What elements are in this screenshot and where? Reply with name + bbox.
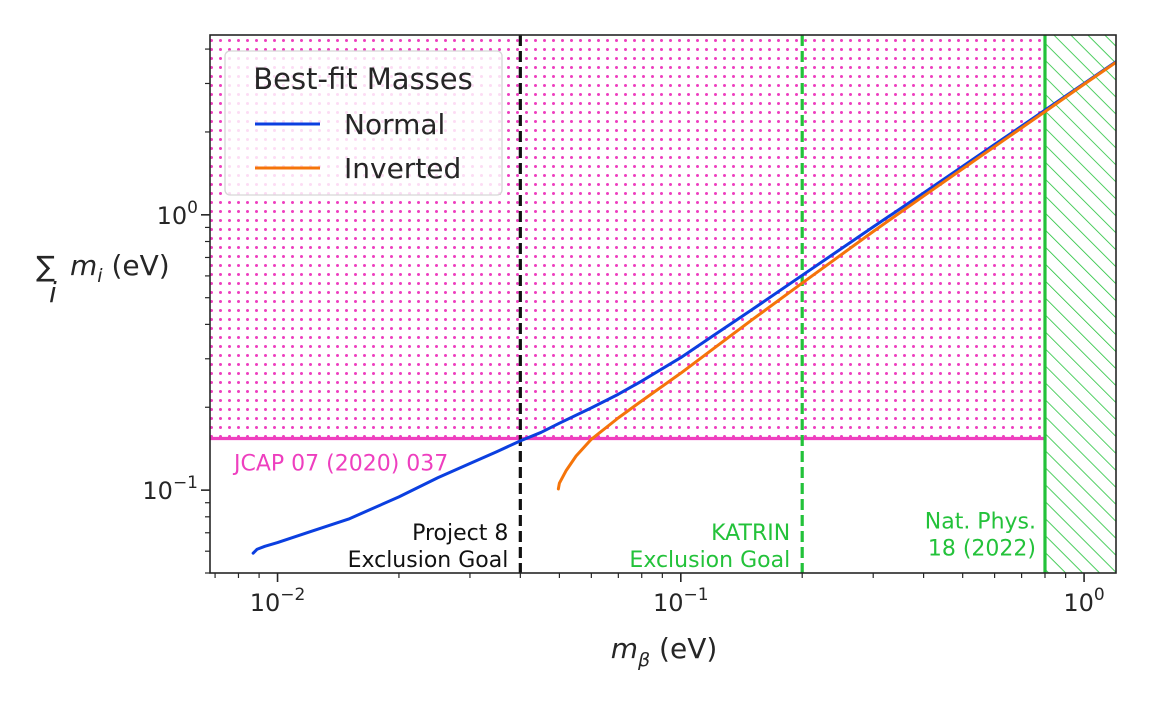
vline-label-line: Exclusion Goal bbox=[629, 548, 790, 573]
legend-box bbox=[224, 50, 503, 196]
vline-label-line: KATRIN bbox=[711, 521, 790, 546]
annotation-nat-phys-18-2022: Nat. Phys. 18 (2022) bbox=[925, 509, 1036, 561]
x-tick-base: 10 bbox=[250, 589, 281, 617]
series-lines bbox=[251, 60, 1116, 555]
y-label-sum: ∑ bbox=[36, 250, 55, 283]
y-tick-base: 10 bbox=[142, 477, 173, 505]
y-tick-base: 10 bbox=[157, 202, 188, 230]
annotation-line: JCAP 07 (2020) 037 bbox=[232, 451, 448, 476]
y-tick-label: 10−1 bbox=[142, 473, 198, 505]
region-nat-phys-18-2022 bbox=[1044, 35, 1116, 573]
x-tick-label: 10−1 bbox=[653, 585, 709, 617]
svg-text:mβ (eV): mβ (eV) bbox=[611, 632, 718, 671]
svg-text:mi (eV): mi (eV) bbox=[70, 249, 170, 287]
legend-label-inverted: Inverted bbox=[344, 152, 461, 185]
vline-label-line: Project 8 bbox=[412, 521, 508, 546]
vline-label-project-8: Project 8 Exclusion Goal bbox=[348, 521, 509, 573]
plot-frame bbox=[209, 34, 1117, 574]
series-line-inverted bbox=[556, 60, 1116, 491]
x-tick-base: 10 bbox=[653, 589, 684, 617]
vline-label-line: Exclusion Goal bbox=[348, 548, 509, 573]
x-tick-exponent: −1 bbox=[684, 585, 709, 605]
y-label-index: i bbox=[49, 276, 57, 309]
x-tick-base: 10 bbox=[1063, 589, 1094, 617]
y-tick-exponent: −1 bbox=[173, 473, 198, 493]
annotation-jcap-07-2020-037: JCAP 07 (2020) 037 bbox=[232, 451, 448, 476]
y-label-unit: (eV) bbox=[103, 249, 170, 282]
y-label-symbol: m bbox=[70, 249, 97, 282]
y-tick-exponent: 0 bbox=[187, 198, 198, 218]
y-axis-title: ∑ i mi (eV) bbox=[36, 249, 170, 309]
vertical-lines bbox=[518, 35, 804, 573]
x-label-subscript: β bbox=[637, 649, 650, 671]
y-label-subscript: i bbox=[97, 265, 103, 287]
vline-label-katrin: KATRIN Exclusion Goal bbox=[629, 521, 790, 573]
x-label-unit: (eV) bbox=[650, 632, 717, 665]
annotation-line: Nat. Phys. bbox=[925, 509, 1036, 534]
annotation-line: 18 (2022) bbox=[928, 536, 1036, 561]
x-tick-label: 10−2 bbox=[250, 585, 306, 617]
x-tick-exponent: −2 bbox=[280, 585, 305, 605]
x-tick-exponent: 0 bbox=[1094, 585, 1105, 605]
x-label-symbol: m bbox=[611, 632, 638, 665]
series-line-normal bbox=[251, 60, 1116, 555]
y-tick-label: 100 bbox=[157, 198, 198, 230]
x-axis-title: mβ (eV) bbox=[611, 632, 718, 671]
x-tick-label: 100 bbox=[1063, 585, 1104, 617]
legend-label-normal: Normal bbox=[344, 108, 445, 141]
legend-title: Best-fit Masses bbox=[253, 62, 473, 96]
legend: Best-fit Masses Normal Inverted bbox=[224, 50, 503, 196]
